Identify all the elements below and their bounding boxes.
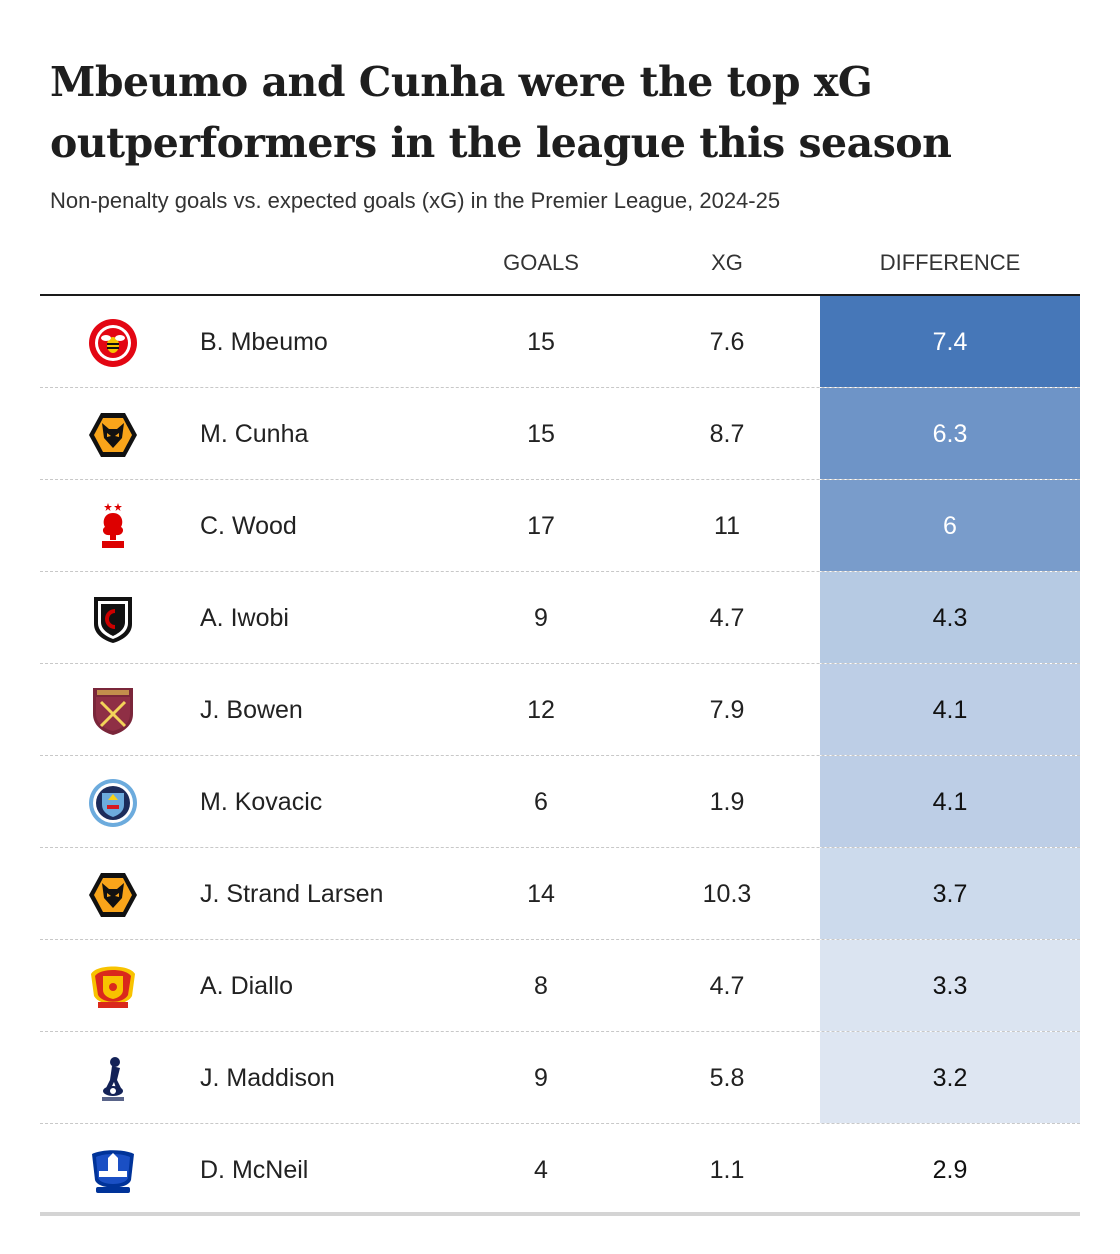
goals-cell: 8 <box>534 972 548 1000</box>
fulham-crest-icon <box>88 594 138 644</box>
table-row: A. Diallo 8 4.7 3.3 <box>40 940 1080 1032</box>
difference-cell: 2.9 <box>932 1156 968 1184</box>
table-body: B. Mbeumo 15 7.6 7.4 M. Cunha 15 8.7 6.3 C. Wood… <box>40 296 1080 1216</box>
player-name: J. Maddison <box>200 1064 335 1092</box>
goals-cell: 12 <box>527 696 555 724</box>
manchester-united-crest-icon <box>88 962 138 1012</box>
table-row: M. Cunha 15 8.7 6.3 <box>40 388 1080 480</box>
goals-cell: 14 <box>527 880 555 908</box>
xg-cell: 1.1 <box>709 1156 745 1184</box>
player-name: D. McNeil <box>200 1156 309 1184</box>
xg-cell: 8.7 <box>709 420 745 448</box>
manchester-city-crest-icon <box>88 778 138 828</box>
goals-cell: 6 <box>534 788 548 816</box>
difference-cell: 6 <box>820 480 1080 571</box>
difference-cell: 7.4 <box>820 296 1080 387</box>
brentford-crest-icon <box>88 318 138 368</box>
difference-cell: 4.3 <box>820 572 1080 663</box>
table-row: C. Wood 17 11 6 <box>40 480 1080 572</box>
chart-title: Mbeumo and Cunha were the top xG outperf… <box>50 58 952 167</box>
player-name: A. Diallo <box>200 972 294 1000</box>
table-row: A. Iwobi 9 4.7 4.3 <box>40 572 1080 664</box>
column-header-xg: XG <box>711 250 743 275</box>
difference-cell: 3.7 <box>820 848 1080 939</box>
xg-cell: 4.7 <box>709 604 745 632</box>
difference-cell: 6.3 <box>820 388 1080 479</box>
player-name: C. Wood <box>200 512 297 540</box>
xg-cell: 7.9 <box>709 696 745 724</box>
xg-cell: 10.3 <box>702 880 752 908</box>
xg-cell: 11 <box>714 512 740 540</box>
difference-cell: 3.2 <box>820 1032 1080 1123</box>
player-name: M. Kovacic <box>200 788 323 816</box>
goals-cell: 4 <box>534 1156 548 1184</box>
player-name: J. Strand Larsen <box>200 880 384 908</box>
difference-cell: 4.1 <box>820 756 1080 847</box>
xg-cell: 4.7 <box>709 972 745 1000</box>
xg-cell: 5.8 <box>709 1064 745 1092</box>
header-rule <box>40 294 1080 296</box>
player-name: M. Cunha <box>200 420 309 448</box>
difference-cell: 3.3 <box>820 940 1080 1031</box>
goals-cell: 17 <box>527 512 555 540</box>
wolves-crest-icon <box>88 870 138 920</box>
chart-subtitle: Non-penalty goals vs. expected goals (xG… <box>50 188 781 213</box>
difference-cell: 4.1 <box>820 664 1080 755</box>
table-row: J. Maddison 9 5.8 3.2 <box>40 1032 1080 1124</box>
player-name: A. Iwobi <box>200 604 289 632</box>
player-name: J. Bowen <box>200 696 303 724</box>
table-row: B. Mbeumo 15 7.6 7.4 <box>40 296 1080 388</box>
wolves-crest-icon <box>88 410 138 460</box>
table-row: J. Strand Larsen 14 10.3 3.7 <box>40 848 1080 940</box>
goals-cell: 15 <box>527 420 555 448</box>
goals-cell: 15 <box>527 328 555 356</box>
goals-cell: 9 <box>534 1064 548 1092</box>
table-row: D. McNeil 4 1.1 2.9 <box>40 1124 1080 1216</box>
nottingham-forest-crest-icon <box>88 502 138 552</box>
tottenham-crest-icon <box>88 1054 138 1104</box>
table-row: J. Bowen 12 7.9 4.1 <box>40 664 1080 756</box>
column-header-goals: GOALS <box>503 250 579 275</box>
player-name: B. Mbeumo <box>200 328 328 356</box>
table-row: M. Kovacic 6 1.9 4.1 <box>40 756 1080 848</box>
xg-cell: 1.9 <box>709 788 745 816</box>
west-ham-crest-icon <box>88 686 138 736</box>
xg-cell: 7.6 <box>709 328 745 356</box>
everton-crest-icon <box>88 1146 138 1196</box>
column-header-difference: DIFFERENCE <box>879 250 1021 275</box>
goals-cell: 9 <box>534 604 548 632</box>
